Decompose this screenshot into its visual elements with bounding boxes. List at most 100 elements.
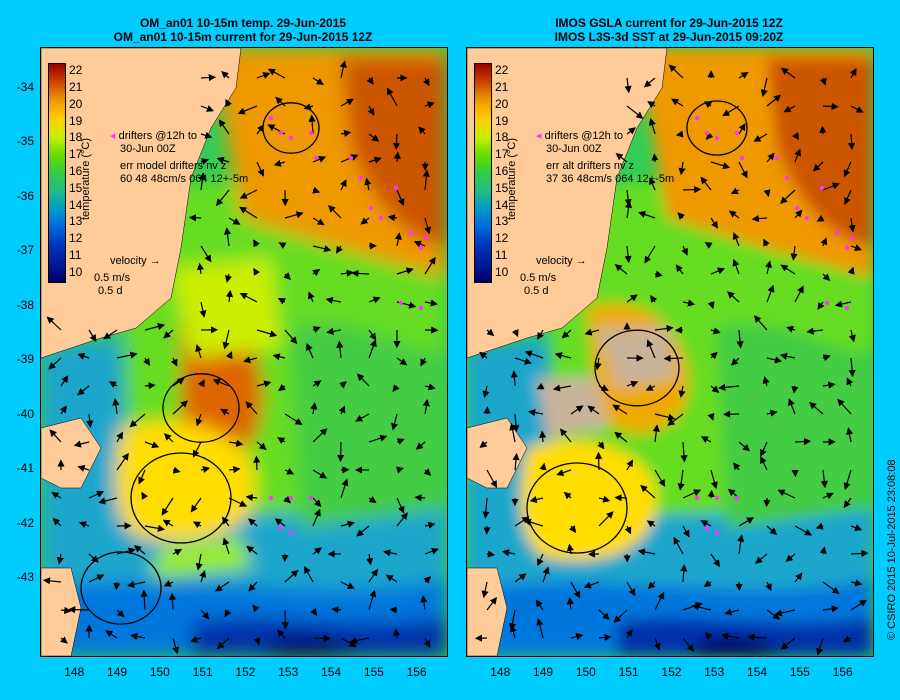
velocity-arrow xyxy=(613,609,628,623)
velocity-arrow xyxy=(766,94,782,107)
velocity-arrow xyxy=(423,576,432,584)
velocity-arrow xyxy=(626,380,639,388)
velocity-arrow xyxy=(253,455,261,471)
drifter-mark xyxy=(348,155,354,161)
left-err-values: 60 48 48cm/s 064 12+-5m xyxy=(120,173,249,185)
velocity-arrow xyxy=(308,114,316,135)
velocity-arrow xyxy=(218,119,230,135)
velocity-arrow xyxy=(528,409,544,417)
velocity-arrow xyxy=(785,553,796,562)
colorbar-tick: 16 xyxy=(495,164,509,178)
velocity-arrow xyxy=(850,244,863,251)
velocity-arrow xyxy=(267,68,286,79)
velocity-arrow xyxy=(284,211,304,219)
velocity-arrow xyxy=(221,71,230,79)
latitude-tick: -38 xyxy=(16,297,34,312)
velocity-arrow xyxy=(732,258,740,275)
colorbar-tick: 15 xyxy=(495,180,509,195)
velocity-arrow xyxy=(339,60,347,79)
velocity-arrow xyxy=(848,217,856,233)
velocity-arrow xyxy=(312,547,322,555)
drifter-mark xyxy=(418,245,424,251)
velocity-arrow xyxy=(424,547,439,555)
velocity-arrow xyxy=(88,490,105,499)
velocity-arrow xyxy=(256,380,272,388)
velocity-arrow xyxy=(351,269,370,278)
velocity-arrow xyxy=(844,189,852,206)
longitude-tick: 148 xyxy=(64,665,85,679)
velocity-arrow xyxy=(850,579,863,587)
drifter-mark xyxy=(308,495,314,501)
velocity-arrow xyxy=(850,599,868,611)
velocity-arrow xyxy=(368,339,377,359)
velocity-arrow xyxy=(766,356,783,364)
velocity-arrow xyxy=(766,284,775,303)
velocity-arrow xyxy=(614,264,628,275)
velocity-arrow xyxy=(248,518,258,527)
velocity-arrow xyxy=(764,260,772,275)
velocity-arrow xyxy=(786,325,796,333)
missing-data xyxy=(537,378,607,438)
eddy-south xyxy=(130,452,232,544)
velocity-arrow xyxy=(105,630,118,639)
velocity-arrow xyxy=(598,633,612,642)
velocity-arrow xyxy=(312,497,322,508)
colorbar-tick: 22 xyxy=(495,63,509,78)
velocity-arrow xyxy=(598,495,611,503)
drifters xyxy=(694,115,855,536)
velocity-arrow xyxy=(144,441,160,449)
velocity-arrow xyxy=(682,299,696,307)
velocity-arrow xyxy=(598,609,610,621)
velocity-arrow xyxy=(256,441,267,451)
velocity-arrow xyxy=(724,608,740,616)
velocity-arrow xyxy=(700,176,712,191)
velocity-arrow xyxy=(583,581,600,589)
velocity-arrow xyxy=(643,77,656,88)
velocity-arrow xyxy=(68,606,90,614)
velocity-arrow xyxy=(848,133,856,151)
latitude-tick: -35 xyxy=(16,134,34,149)
right-err-label: err alt drifters nv z xyxy=(546,160,635,172)
longitude-tick: 153 xyxy=(278,665,299,679)
velocity-arrow xyxy=(304,565,314,583)
drifter-mark xyxy=(734,130,740,136)
velocity-arrow xyxy=(338,405,346,415)
velocity-arrow xyxy=(624,525,632,535)
velocity-arrow xyxy=(710,385,720,393)
velocity-arrow xyxy=(727,291,740,303)
velocity-arrow xyxy=(747,633,768,641)
velocity-arrow xyxy=(195,413,203,427)
velocity-arrow xyxy=(675,130,684,138)
velocity-arrow xyxy=(705,132,714,140)
velocity-arrow xyxy=(424,217,432,235)
velocity-arrow xyxy=(479,351,488,360)
velocity-arrow xyxy=(392,384,400,393)
latitude-tick: -41 xyxy=(16,461,34,476)
velocity-arrow xyxy=(678,161,686,176)
velocity-arrow xyxy=(753,315,768,331)
velocity-arrow xyxy=(275,96,286,107)
drifter-mark xyxy=(694,115,700,121)
velocity-arrow xyxy=(677,212,685,220)
velocity-arrow xyxy=(59,405,67,415)
velocity-arrow xyxy=(396,267,414,275)
velocity-arrow xyxy=(819,77,827,86)
velocity-arrow xyxy=(394,232,402,247)
velocity-arrow xyxy=(625,628,633,639)
velocity-arrow xyxy=(312,428,328,443)
drifters xyxy=(268,115,429,536)
velocity-arrow xyxy=(73,440,90,448)
velocity-arrow xyxy=(283,272,291,280)
velocity-arrow xyxy=(424,299,438,307)
velocity-arrow xyxy=(700,520,712,527)
velocity-arrow xyxy=(423,637,431,649)
drifter-mark xyxy=(714,495,720,501)
drifter-mark xyxy=(313,155,319,161)
velocity-arrow xyxy=(822,381,836,389)
velocity-arrow xyxy=(647,101,656,109)
velocity-arrow xyxy=(140,589,148,611)
velocity-arrow xyxy=(170,357,178,367)
yellow-band xyxy=(171,258,281,358)
longitude-tick: 152 xyxy=(235,665,256,679)
velocity-arrow xyxy=(718,383,740,391)
